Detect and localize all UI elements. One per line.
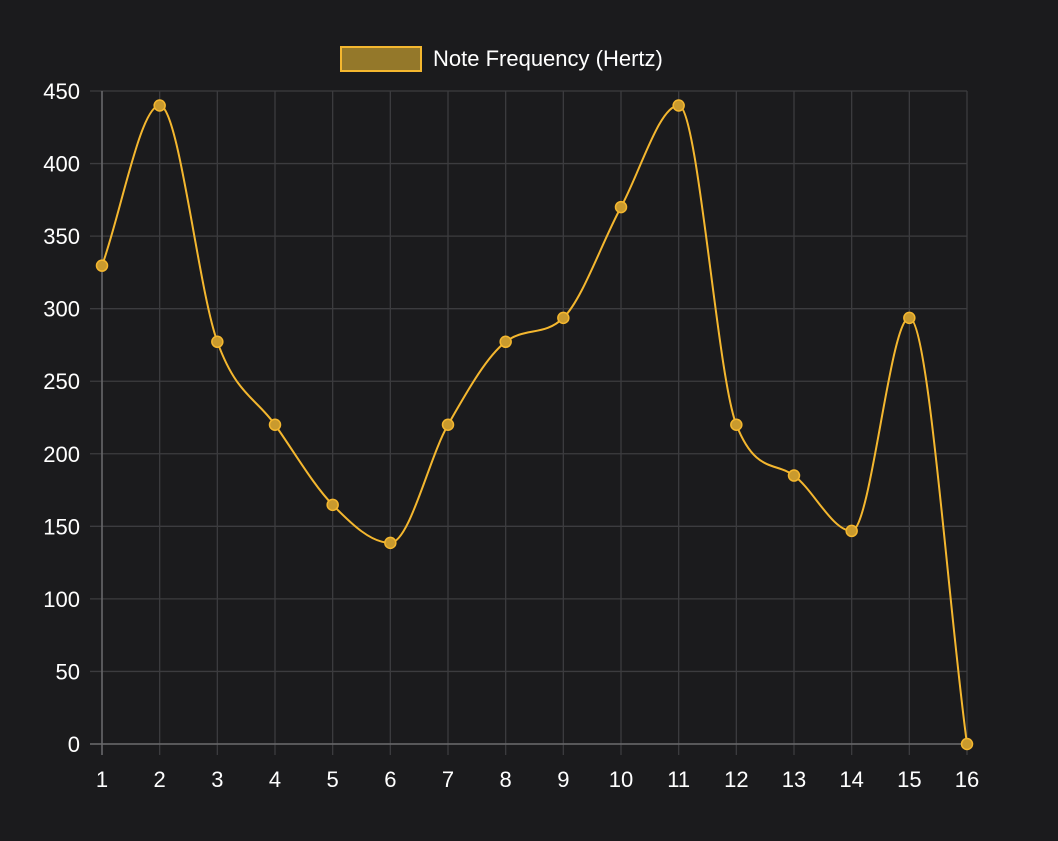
data-point[interactable] [672, 99, 685, 112]
y-tick-label: 150 [43, 514, 80, 539]
data-point[interactable] [499, 335, 512, 349]
x-tick-label: 5 [327, 767, 339, 792]
x-tick-label: 13 [782, 767, 806, 792]
series-line [101, 104, 968, 745]
x-tick-label: 7 [442, 767, 454, 792]
legend[interactable]: Note Frequency (Hertz) [340, 46, 663, 72]
y-tick-label: 400 [43, 152, 80, 177]
grid [90, 90, 968, 755]
y-tick-label: 450 [43, 79, 80, 104]
x-tick-label: 4 [269, 767, 281, 792]
x-tick-label: 6 [384, 767, 396, 792]
y-tick-label: 350 [43, 224, 80, 249]
x-tick-label: 10 [609, 767, 633, 792]
data-point[interactable] [441, 418, 455, 432]
data-point[interactable] [730, 418, 743, 432]
data-point[interactable] [787, 469, 801, 482]
y-tick-label: 300 [43, 297, 80, 322]
x-tick-labels: 1 2 3 4 5 6 7 8 9 10 11 12 13 14 15 16 [96, 767, 979, 792]
legend-swatch[interactable] [340, 46, 422, 72]
y-tick-labels: 0 50 100 150 200 250 300 350 400 450 [43, 79, 80, 757]
y-tick-label: 250 [43, 369, 80, 394]
x-tick-label: 9 [557, 767, 569, 792]
x-tick-label: 12 [724, 767, 748, 792]
data-point[interactable] [326, 498, 339, 512]
legend-label[interactable]: Note Frequency (Hertz) [433, 46, 663, 71]
x-tick-label: 1 [96, 767, 108, 792]
data-point[interactable] [557, 311, 570, 325]
data-point[interactable] [614, 200, 628, 214]
axes [90, 91, 967, 755]
x-tick-label: 8 [500, 767, 512, 792]
data-point[interactable] [384, 536, 397, 550]
x-tick-label: 14 [839, 767, 863, 792]
x-tick-label: 16 [955, 767, 979, 792]
x-tick-label: 2 [154, 767, 166, 792]
data-point[interactable] [211, 335, 224, 349]
data-point[interactable] [903, 311, 916, 325]
x-tick-label: 3 [211, 767, 223, 792]
data-point[interactable] [95, 259, 109, 272]
y-tick-label: 200 [43, 442, 80, 467]
series [95, 99, 974, 751]
data-point[interactable] [845, 524, 858, 538]
y-tick-label: 50 [56, 659, 80, 684]
y-tick-label: 0 [68, 732, 80, 757]
x-tick-label: 11 [667, 767, 690, 792]
y-tick-label: 100 [43, 587, 80, 612]
data-point[interactable] [153, 99, 166, 112]
data-point[interactable] [268, 418, 282, 432]
data-point[interactable] [960, 737, 974, 751]
x-tick-label: 15 [897, 767, 921, 792]
